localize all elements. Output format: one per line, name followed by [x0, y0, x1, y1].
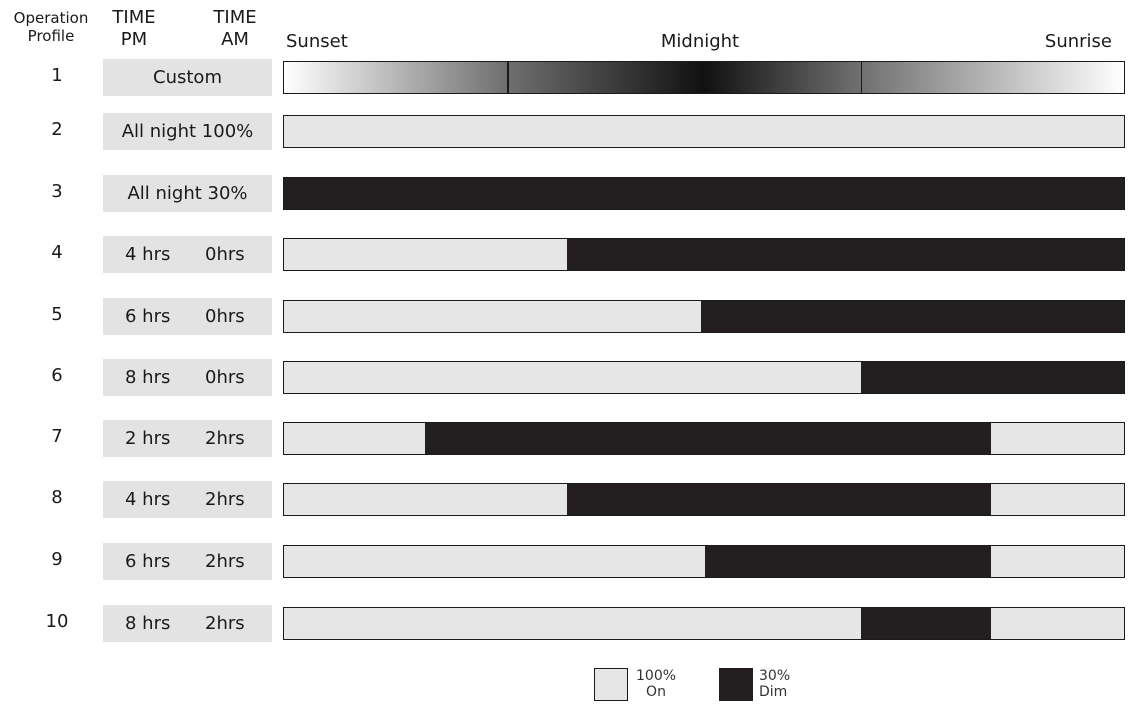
bar-dim-segment	[704, 546, 992, 577]
profile-time-cell: 8 hrs 0hrs	[103, 359, 272, 396]
profile-pm-hours: 2 hrs	[125, 428, 171, 449]
profile-time-cell: 6 hrs 0hrs	[103, 298, 272, 335]
timeline-sunset-label: Sunset	[286, 31, 348, 52]
profile-am-hours: 0hrs	[205, 367, 245, 388]
header-operation-line1: Operation	[13, 9, 89, 27]
bar-divider	[860, 62, 863, 93]
header-pm-line1: TIME	[112, 7, 156, 28]
profile-number: 5	[51, 304, 63, 325]
profile-bar	[283, 483, 1125, 516]
header-operation-profile: Operation Profile	[0, 9, 102, 45]
legend-on-line1: 100%	[636, 668, 677, 684]
profile-time-cell: 4 hrs 2hrs	[103, 481, 272, 518]
profile-time-cell: 6 hrs 2hrs	[103, 543, 272, 580]
bar-dim-segment	[861, 608, 992, 639]
profile-number: 1	[51, 65, 63, 86]
header-pm-line2: PM	[120, 29, 148, 50]
profile-bar	[283, 238, 1125, 271]
profile-number: 8	[51, 487, 63, 508]
profile-number: 3	[51, 181, 63, 202]
legend-on-swatch	[594, 668, 628, 701]
timeline-sunrise-label: Sunrise	[1044, 31, 1112, 52]
bar-dim-segment	[700, 301, 1124, 332]
header-time-pm: TIME PM	[104, 7, 164, 51]
profile-am-hours: 2hrs	[205, 551, 245, 572]
profile-number: 4	[51, 242, 63, 263]
profile-pm-hours: 6 hrs	[125, 551, 171, 572]
bar-dim-segment	[284, 178, 1124, 209]
profile-bar	[283, 545, 1125, 578]
profile-time-cell: 8 hrs 2hrs	[103, 605, 272, 642]
profile-time-cell: Custom	[103, 59, 272, 96]
legend-dim-label: 30% Dim	[759, 668, 799, 700]
profile-number: 2	[51, 119, 63, 140]
profile-pm-hours: 8 hrs	[125, 613, 171, 634]
header-am-line1: TIME	[213, 7, 257, 28]
profile-time-cell: All night 100%	[103, 113, 272, 150]
profile-time-cell: 4 hrs 0hrs	[103, 236, 272, 273]
profile-am-hours: 2hrs	[205, 613, 245, 634]
profile-am-hours: 2hrs	[205, 489, 245, 510]
profile-pm-hours: 4 hrs	[125, 489, 171, 510]
profile-bar	[283, 61, 1125, 94]
profile-time-cell: 2 hrs 2hrs	[103, 420, 272, 457]
profile-bar	[283, 422, 1125, 455]
profile-am-hours: 0hrs	[205, 244, 245, 265]
legend-dim-swatch	[719, 668, 753, 701]
bar-dim-segment	[861, 362, 1124, 393]
profile-pm-hours: 8 hrs	[125, 367, 171, 388]
profile-bar	[283, 115, 1125, 148]
profile-number: 9	[51, 549, 63, 570]
profile-time-cell: All night 30%	[103, 175, 272, 212]
profile-label: Custom	[153, 67, 222, 88]
timeline-midnight-label: Midnight	[660, 31, 740, 52]
profile-am-hours: 0hrs	[205, 306, 245, 327]
legend-on-line2: On	[646, 684, 666, 700]
profile-am-hours: 2hrs	[205, 428, 245, 449]
profile-pm-hours: 4 hrs	[125, 244, 171, 265]
bar-divider	[507, 62, 509, 93]
header-am-line2: AM	[221, 29, 249, 50]
header-operation-line2: Profile	[27, 27, 75, 45]
profile-bar	[283, 300, 1125, 333]
profile-label: All night 100%	[121, 121, 254, 142]
profile-bar	[283, 361, 1125, 394]
bar-dim-segment	[567, 484, 992, 515]
legend-dim-line1: 30%	[759, 668, 791, 684]
profile-label: All night 30%	[127, 183, 248, 204]
legend-dim-line2: Dim	[759, 684, 788, 700]
header-time-am: TIME AM	[196, 7, 274, 51]
bar-dim-segment	[567, 239, 1124, 270]
profile-bar	[283, 177, 1125, 210]
profile-number: 10	[45, 611, 69, 632]
legend-on-label: 100% On	[636, 668, 676, 700]
profile-number: 7	[51, 426, 63, 447]
profile-bar	[283, 607, 1125, 640]
bar-dim-segment	[425, 423, 992, 454]
profile-number: 6	[51, 365, 63, 386]
profile-pm-hours: 6 hrs	[125, 306, 171, 327]
